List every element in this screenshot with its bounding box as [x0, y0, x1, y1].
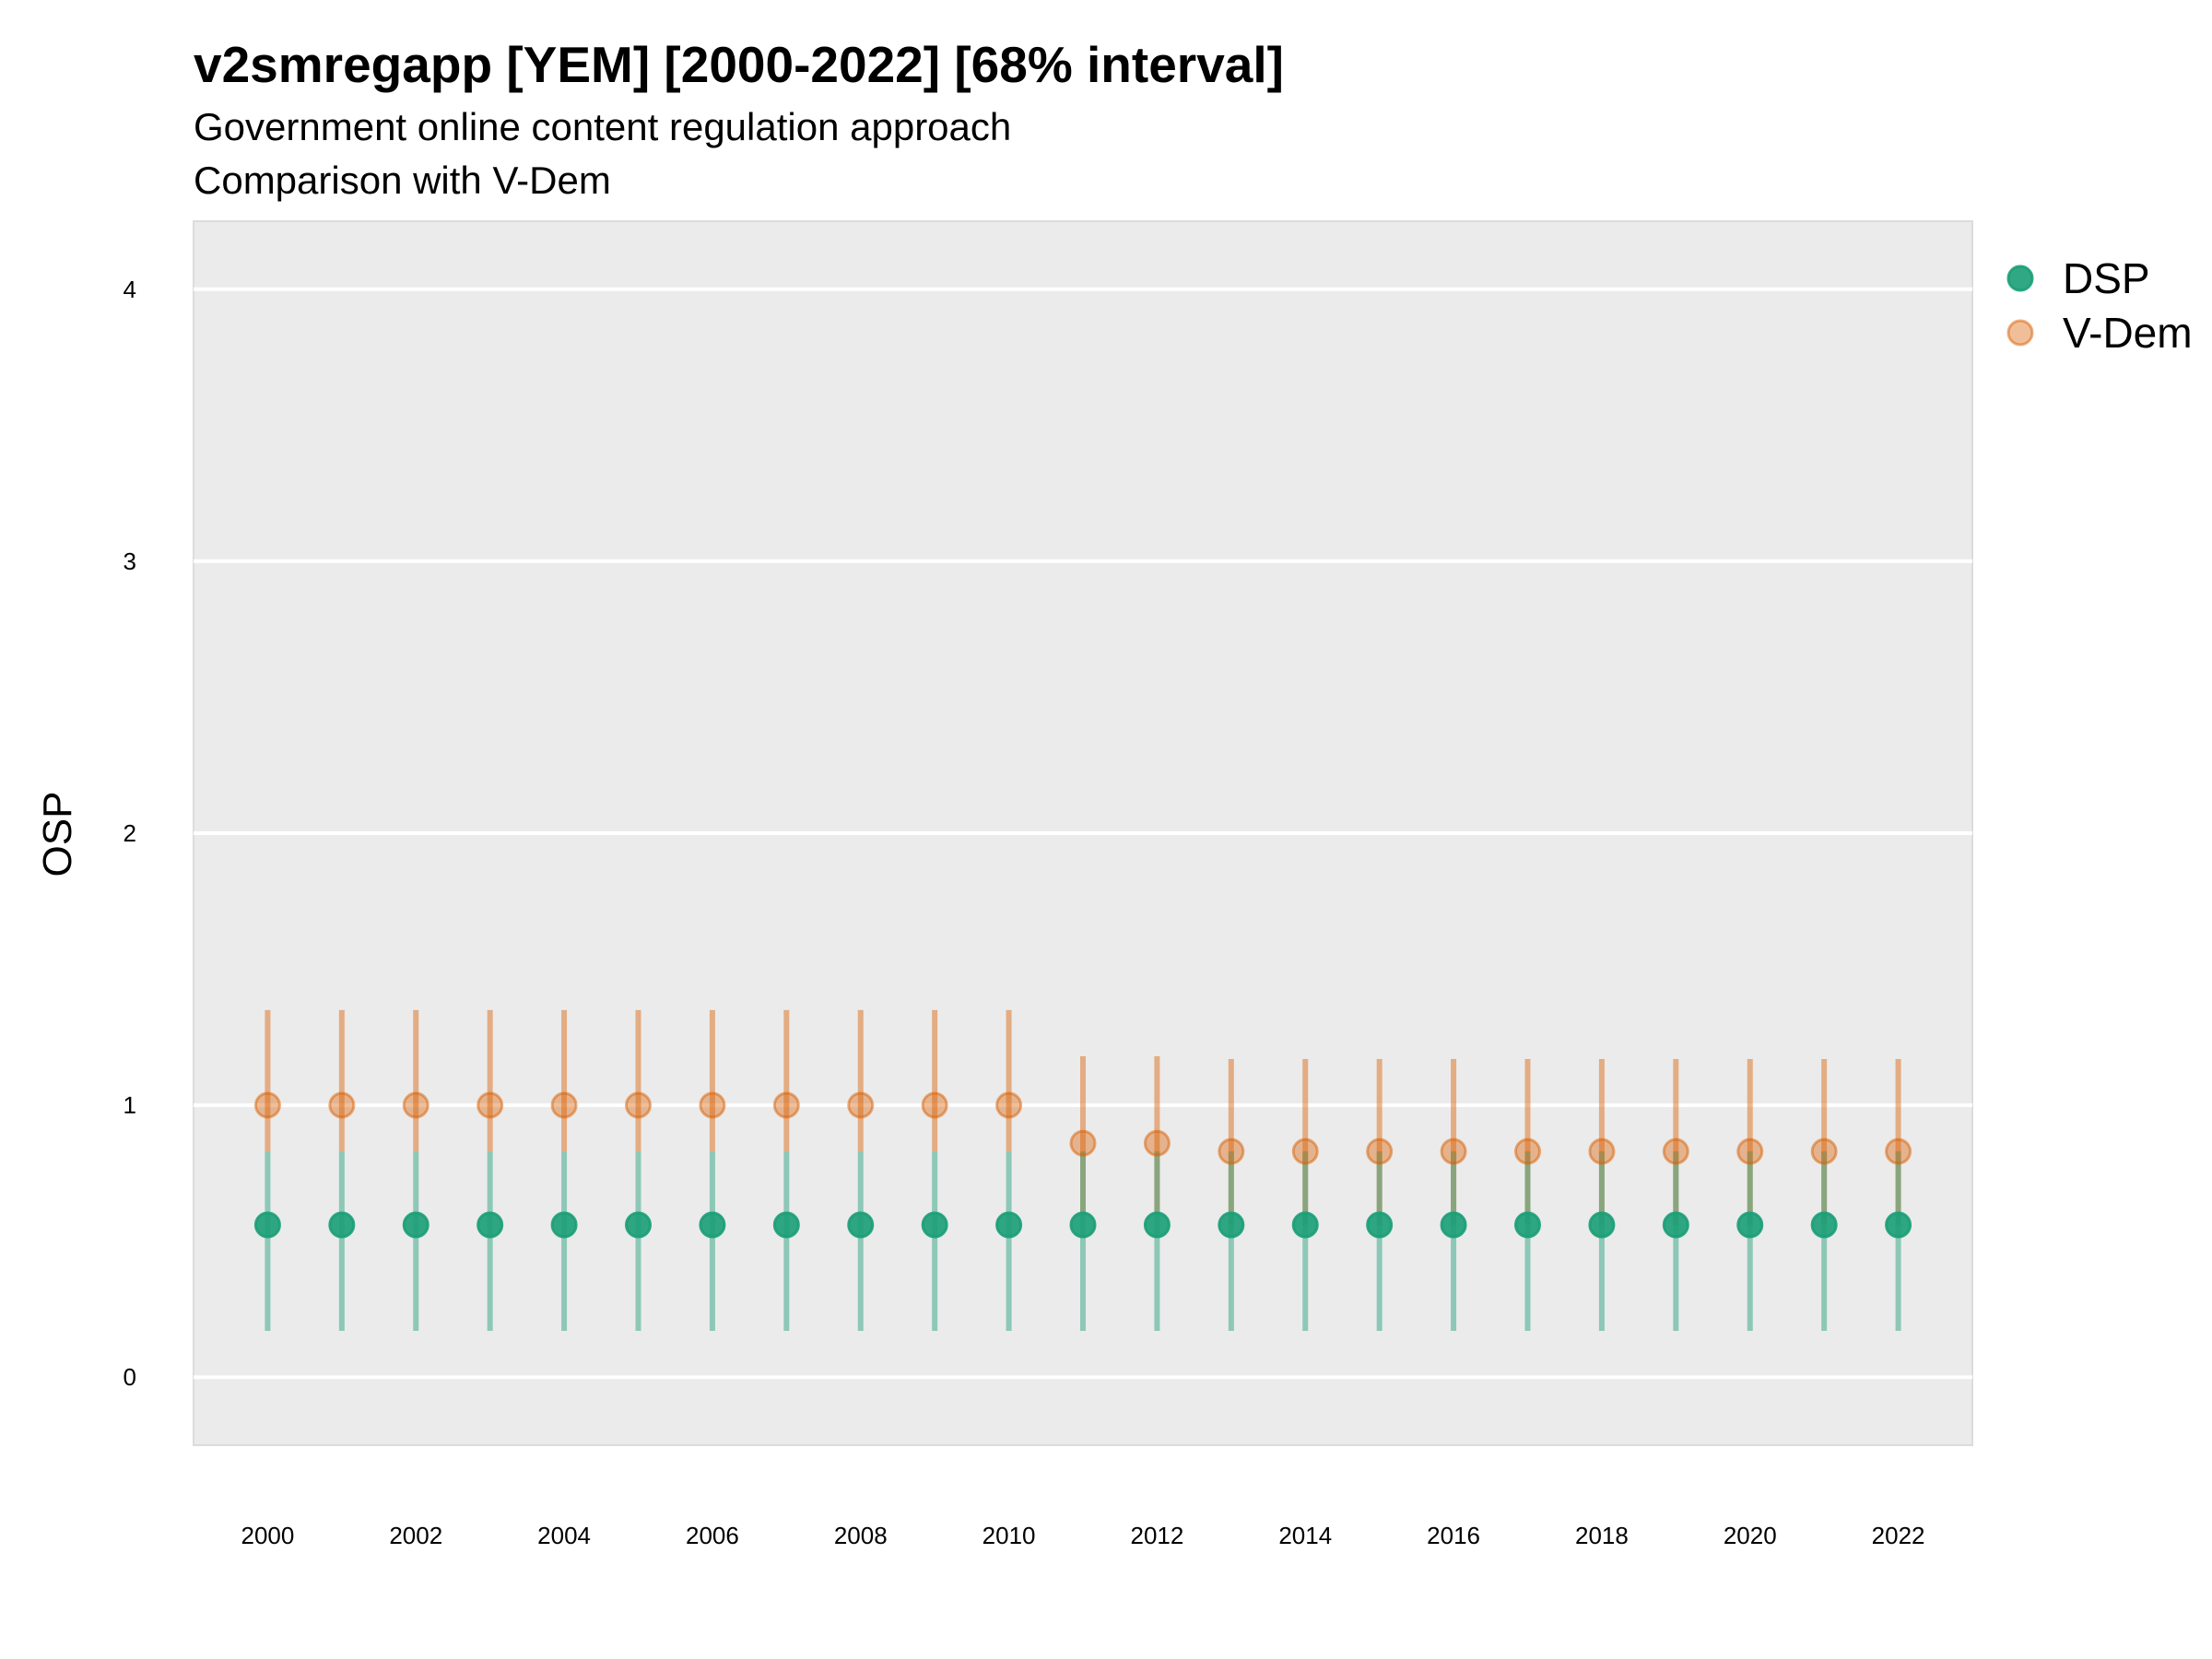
data-point-v-dem — [1736, 1137, 1764, 1165]
data-point-v-dem — [1366, 1137, 1394, 1165]
legend-swatch-v-dem — [2006, 319, 2034, 347]
data-point-v-dem — [772, 1091, 800, 1119]
data-point-dsp — [1069, 1211, 1097, 1239]
y-tick-label: 0 — [124, 1363, 136, 1391]
error-bars — [265, 1009, 1901, 1332]
chart-subtitle-comparison: Comparison with V-Dem — [194, 159, 611, 202]
x-tick-label: 2004 — [537, 1522, 591, 1549]
data-point-dsp — [328, 1211, 356, 1239]
chart-subtitle: Government online content regulation app… — [194, 105, 1012, 148]
data-point-v-dem — [1440, 1137, 1467, 1165]
data-point-dsp — [921, 1211, 948, 1239]
data-point-v-dem — [1218, 1137, 1245, 1165]
data-point-v-dem — [995, 1091, 1023, 1119]
data-point-dsp — [995, 1211, 1023, 1239]
data-point-v-dem — [477, 1091, 504, 1119]
data-point-dsp — [1218, 1211, 1245, 1239]
data-point-dsp — [699, 1211, 726, 1239]
data-point-v-dem — [921, 1091, 948, 1119]
data-point-v-dem — [625, 1091, 652, 1119]
y-axis-ticks: 0 1 2 3 4 — [124, 276, 136, 1391]
data-point-dsp — [402, 1211, 429, 1239]
x-tick-label: 2002 — [389, 1522, 442, 1549]
data-point-dsp — [625, 1211, 652, 1239]
x-axis-ticks: 2000 2002 2004 2006 2008 2010 2012 2014 2016 2018… — [241, 1522, 1924, 1549]
x-tick-label: 2006 — [686, 1522, 739, 1549]
data-point-v-dem — [1885, 1137, 1912, 1165]
data-point-dsp — [1291, 1211, 1319, 1239]
data-point-v-dem — [1810, 1137, 1838, 1165]
y-tick-label: 1 — [124, 1091, 136, 1119]
data-point-dsp — [253, 1211, 281, 1239]
legend-swatch-dsp — [2006, 265, 2034, 292]
data-point-dsp — [1366, 1211, 1394, 1239]
x-tick-label: 2018 — [1575, 1522, 1629, 1549]
y-tick-label: 4 — [124, 276, 136, 303]
data-points — [253, 1091, 1912, 1239]
data-point-v-dem — [328, 1091, 356, 1119]
data-point-v-dem — [1514, 1137, 1541, 1165]
grid-lines — [194, 287, 1972, 1380]
x-tick-label: 2020 — [1724, 1522, 1777, 1549]
chart-title: v2smregapp [YEM] [2000-2022] [68% interv… — [194, 36, 1284, 93]
x-tick-label: 2008 — [834, 1522, 888, 1549]
data-point-dsp — [1736, 1211, 1764, 1239]
data-point-dsp — [772, 1211, 800, 1239]
y-tick-label: 2 — [124, 819, 136, 847]
data-point-v-dem — [1069, 1129, 1097, 1157]
data-point-dsp — [847, 1211, 875, 1239]
data-point-v-dem — [1662, 1137, 1689, 1165]
x-tick-label: 2000 — [241, 1522, 294, 1549]
data-point-v-dem — [253, 1091, 281, 1119]
data-point-dsp — [477, 1211, 504, 1239]
x-tick-label: 2012 — [1130, 1522, 1183, 1549]
data-point-dsp — [1885, 1211, 1912, 1239]
data-point-v-dem — [1291, 1137, 1319, 1165]
data-point-v-dem — [550, 1091, 578, 1119]
data-point-dsp — [1143, 1211, 1171, 1239]
x-tick-label: 2022 — [1872, 1522, 1925, 1549]
legend-label-v-dem: V-Dem — [2063, 309, 2193, 357]
data-point-dsp — [1810, 1211, 1838, 1239]
data-point-dsp — [1662, 1211, 1689, 1239]
x-tick-label: 2010 — [982, 1522, 1036, 1549]
data-point-dsp — [1514, 1211, 1541, 1239]
data-point-v-dem — [847, 1091, 875, 1119]
legend: DSP V-Dem — [2006, 254, 2193, 357]
data-point-dsp — [1440, 1211, 1467, 1239]
data-point-v-dem — [1143, 1129, 1171, 1157]
legend-label-dsp: DSP — [2063, 254, 2150, 302]
data-point-v-dem — [699, 1091, 726, 1119]
data-point-dsp — [1588, 1211, 1616, 1239]
x-tick-label: 2016 — [1427, 1522, 1480, 1549]
x-tick-label: 2014 — [1278, 1522, 1332, 1549]
data-point-v-dem — [1588, 1137, 1616, 1165]
data-point-dsp — [550, 1211, 578, 1239]
y-axis-title: OSP — [35, 792, 80, 877]
data-point-v-dem — [402, 1091, 429, 1119]
y-tick-label: 3 — [124, 547, 136, 575]
